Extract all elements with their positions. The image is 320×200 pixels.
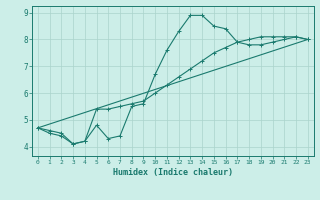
X-axis label: Humidex (Indice chaleur): Humidex (Indice chaleur) bbox=[113, 168, 233, 177]
